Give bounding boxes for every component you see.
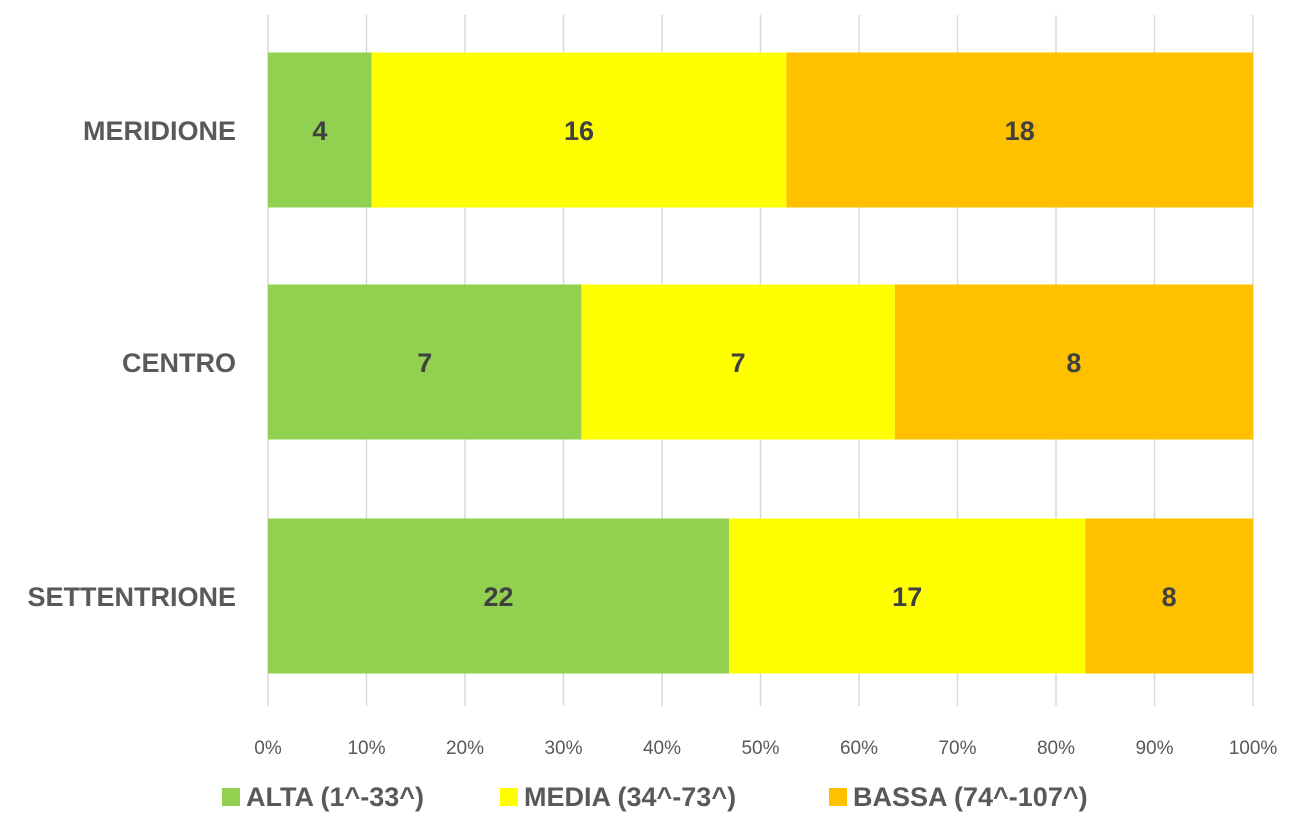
x-tick-label: 70% bbox=[938, 738, 976, 759]
legend-swatch bbox=[222, 788, 240, 806]
legend-swatch bbox=[829, 788, 847, 806]
data-label: 22 bbox=[484, 582, 514, 612]
x-tick-label: 40% bbox=[643, 738, 681, 759]
category-label: MERIDIONE bbox=[83, 116, 236, 146]
data-label: 4 bbox=[312, 116, 327, 146]
bars bbox=[268, 52, 1253, 674]
data-label: 7 bbox=[417, 348, 432, 378]
x-tick-label: 10% bbox=[347, 738, 385, 759]
data-labels: 4 16 18 7 7 8 22 17 8 bbox=[312, 116, 1176, 612]
x-tick-label: 90% bbox=[1135, 738, 1173, 759]
legend-swatch bbox=[500, 788, 518, 806]
x-tick-label: 0% bbox=[254, 738, 282, 759]
data-label: 7 bbox=[731, 348, 746, 378]
data-label: 17 bbox=[892, 582, 922, 612]
bar-segment bbox=[268, 518, 730, 674]
bar-segment bbox=[581, 284, 895, 440]
x-tick-label: 20% bbox=[446, 738, 484, 759]
legend-label: ALTA (1^-33^) bbox=[246, 782, 424, 812]
bar-segment bbox=[729, 518, 1086, 674]
category-labels: MERIDIONE CENTRO SETTENTRIONE bbox=[27, 116, 236, 612]
data-label: 16 bbox=[564, 116, 594, 146]
x-tick-label: 50% bbox=[741, 738, 779, 759]
x-axis-tick-labels: 0% 10% 20% 30% 40% 50% 60% 70% 80% 90% 100% bbox=[254, 738, 1277, 759]
data-label: 8 bbox=[1162, 582, 1177, 612]
category-label: SETTENTRIONE bbox=[27, 582, 236, 612]
bar-segment bbox=[786, 52, 1253, 208]
data-label: 8 bbox=[1066, 348, 1081, 378]
legend-label: MEDIA (34^-73^) bbox=[524, 782, 736, 812]
category-label: CENTRO bbox=[122, 348, 236, 378]
legend-label: BASSA (74^-107^) bbox=[853, 782, 1088, 812]
data-label: 18 bbox=[1005, 116, 1035, 146]
bar-segment bbox=[268, 284, 582, 440]
legend: ALTA (1^-33^) MEDIA (34^-73^) BASSA (74^-1… bbox=[222, 782, 1088, 812]
x-tick-label: 80% bbox=[1037, 738, 1075, 759]
bar-segment bbox=[894, 284, 1253, 440]
x-tick-label: 30% bbox=[544, 738, 582, 759]
bar-segment bbox=[1085, 518, 1253, 674]
x-tick-label: 60% bbox=[840, 738, 878, 759]
bar-segment bbox=[268, 52, 372, 208]
x-tick-label: 100% bbox=[1229, 738, 1278, 759]
bar-segment bbox=[371, 52, 787, 208]
